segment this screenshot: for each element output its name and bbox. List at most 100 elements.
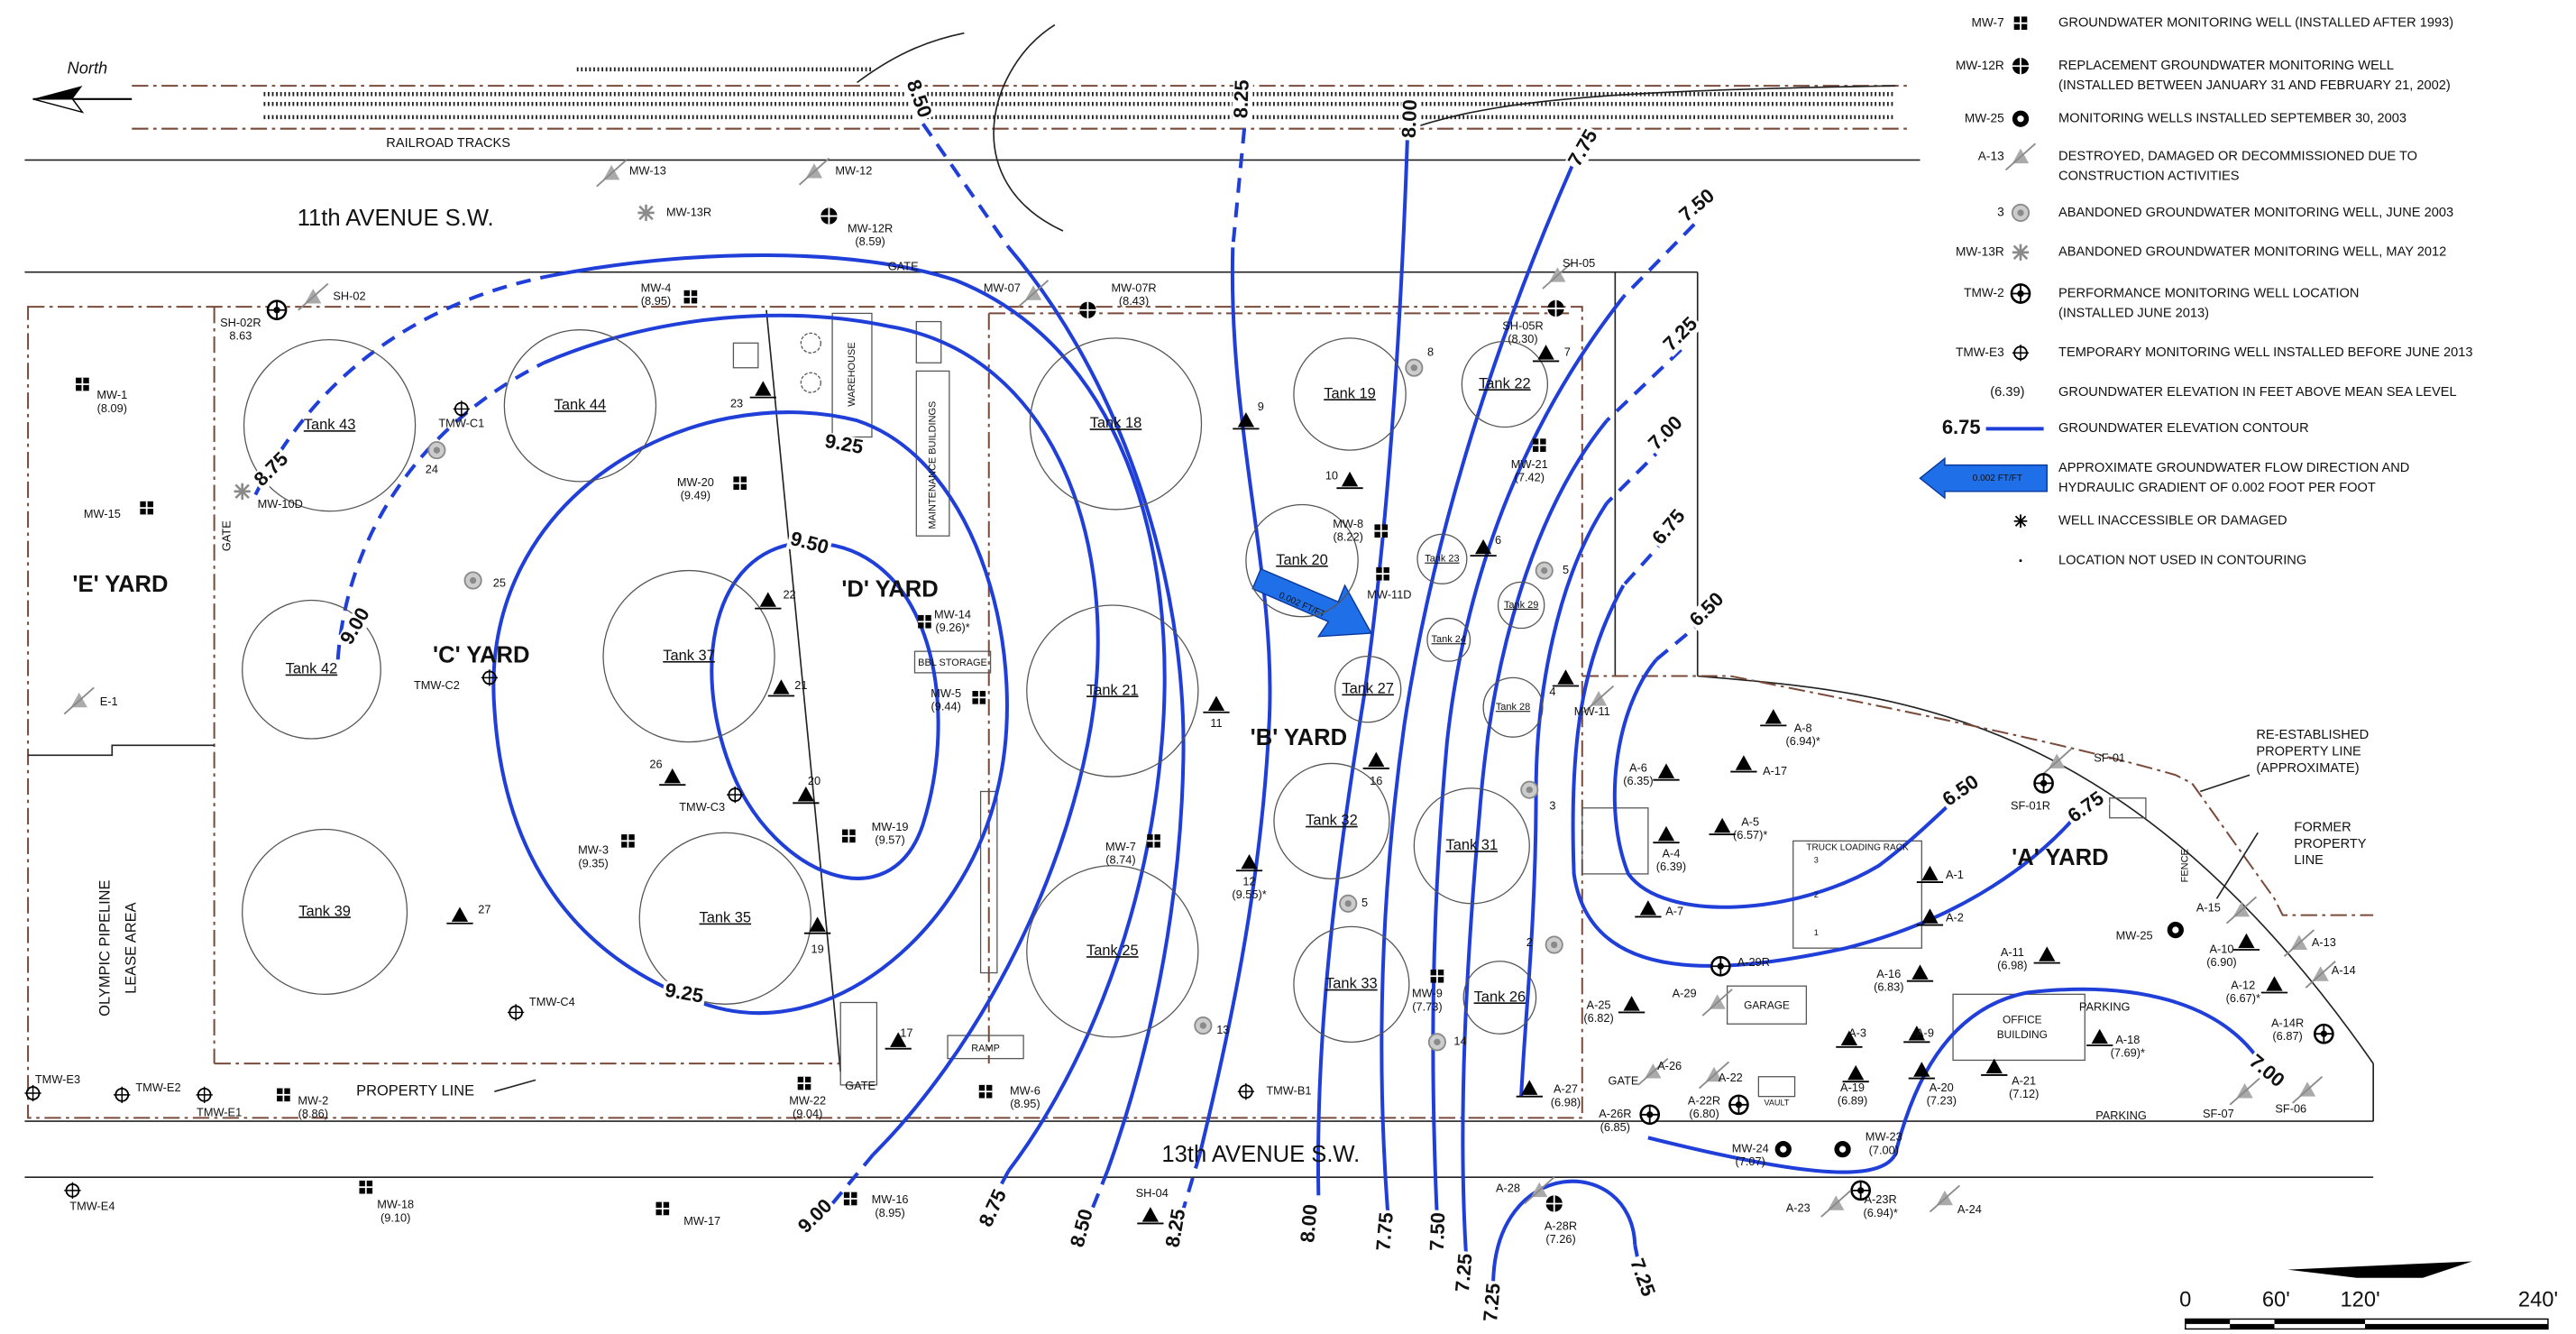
- well: MW-12R(8.59): [820, 207, 893, 248]
- well: A-27(6.98): [1516, 1080, 1581, 1109]
- contour-label-bg: [1625, 1254, 1659, 1302]
- well: MW-11D: [1367, 566, 1412, 601]
- well-label: MW-11: [1574, 704, 1610, 718]
- well-marker: [596, 159, 628, 188]
- site-label: 1: [1814, 928, 1819, 937]
- well-marker: [2225, 896, 2257, 925]
- well-elevation: (6.57)*: [1733, 828, 1767, 842]
- well-label: 16: [1370, 774, 1382, 787]
- well: MW-3(9.35): [578, 834, 635, 869]
- contour-label: 7.50: [1426, 1212, 1449, 1252]
- well-label: 5: [1563, 563, 1569, 576]
- well-label: A-2: [1946, 911, 1964, 925]
- well-elevation: (6.83): [1874, 980, 1903, 993]
- well-elevation: (6.39): [1656, 860, 1686, 873]
- well-label: A-26R: [1599, 1107, 1631, 1120]
- well: A-24: [1929, 1184, 1982, 1216]
- well-marker: [24, 1084, 41, 1102]
- well-marker: [1637, 1057, 1669, 1086]
- well-elevation: (8.30): [1508, 332, 1537, 345]
- well: MW-19(9.57): [842, 820, 909, 847]
- well: MW-5(9.44): [930, 686, 986, 713]
- well: TMW-B1: [1237, 1083, 1312, 1100]
- legend-item: (6.39) GROUNDWATER ELEVATION IN FEET ABOV…: [1990, 385, 2456, 400]
- well-marker: [2040, 779, 2048, 787]
- well-marker: [809, 916, 826, 932]
- well-label: 19: [811, 942, 824, 955]
- well-elevation: (6.94)*: [1863, 1206, 1897, 1219]
- well: A-2: [1916, 908, 1964, 926]
- well-label: 2: [1526, 935, 1533, 949]
- well-label: MW-4: [641, 281, 672, 294]
- well: 13: [1194, 1017, 1229, 1036]
- contour-label-bg: [1163, 1205, 1191, 1252]
- well: A-14: [2305, 961, 2356, 989]
- roads: [24, 23, 2374, 1179]
- contour-label: 8.00: [1296, 1203, 1322, 1244]
- legend-key: MW-25: [1965, 111, 2004, 124]
- well: 11: [1203, 695, 1230, 730]
- well: 4: [1549, 669, 1580, 698]
- well-label: TMW-C3: [679, 800, 725, 814]
- legend-item: 0.002 FT/FT APPROXIMATE GROUNDWATER FLOW …: [1919, 456, 2409, 500]
- well-marker: [1765, 709, 1782, 724]
- legend-item: MW-7 GROUNDWATER MONITORING WELL (INSTALL…: [1971, 15, 2453, 30]
- well-elevation: (6.98): [1997, 959, 2027, 972]
- well-marker: [2004, 143, 2037, 171]
- well-label: A-12: [2231, 979, 2255, 992]
- well-label: A-8: [1794, 721, 1812, 734]
- well-marker: [1780, 1145, 1787, 1153]
- well-label: TMW-E2: [135, 1081, 180, 1094]
- tank: [1462, 961, 1537, 1035]
- well-marker: [664, 768, 681, 784]
- well-marker: [234, 483, 251, 500]
- well-elevation: (7.73): [1412, 999, 1442, 1013]
- contour-label-bg: [1658, 312, 1704, 357]
- tank: [243, 339, 417, 512]
- well-label: MW-12: [835, 164, 872, 178]
- well: SF-06: [2275, 1076, 2324, 1116]
- site-label: GATE: [888, 260, 919, 273]
- well-marker: [2305, 961, 2336, 989]
- well-label: A-22: [1719, 1071, 1743, 1084]
- tank-label: Tank 24: [1432, 634, 1466, 645]
- site-label: 13th AVENUE S.W.: [1161, 1142, 1360, 1167]
- well-marker: [1526, 787, 1533, 794]
- well-label: A-28: [1496, 1181, 1520, 1194]
- tank-label: Tank 19: [1324, 385, 1376, 401]
- well-label: MW-3: [578, 843, 609, 857]
- well: SH-02: [298, 282, 366, 311]
- well-label: SH-04: [1136, 1186, 1169, 1200]
- well: 12(9.55)*: [1232, 853, 1267, 901]
- tank-label: Tank 43: [304, 417, 356, 433]
- contour-label: 9.25: [664, 979, 705, 1007]
- well: MW-16(8.95): [843, 1191, 909, 1219]
- scale-label: 240': [2518, 1288, 2558, 1312]
- well: MW-22(9.04): [789, 1076, 826, 1120]
- tank: [1245, 503, 1359, 618]
- well-label: 22: [783, 587, 795, 601]
- well: A-20(7.23): [1908, 1062, 1957, 1108]
- well: MW-6(8.95): [978, 1084, 1040, 1110]
- well-label: TMW-B1: [1266, 1084, 1311, 1098]
- well-marker: [2091, 1028, 2108, 1044]
- site-label: PROPERTY LINE: [2256, 744, 2361, 759]
- well-marker: [1551, 941, 1558, 949]
- well-label: MW-19: [872, 820, 909, 833]
- well-marker: [1344, 900, 1352, 907]
- legend-text: WELL INACCESSIBLE OR DAMAGED: [2058, 514, 2287, 529]
- well-marker: [1541, 566, 1548, 575]
- well-elevation: (9.35): [578, 856, 608, 869]
- well-marker: [1698, 1061, 1730, 1090]
- well-label: 11: [1210, 716, 1222, 730]
- well-marker: [114, 1086, 131, 1103]
- well-marker: [1913, 1062, 1930, 1077]
- well: A-28: [1496, 1176, 1555, 1205]
- well-marker: [843, 1191, 857, 1206]
- well-elevation: 8.63: [229, 328, 252, 342]
- well-elevation: (8.22): [1334, 529, 1363, 543]
- well-marker: [2320, 1030, 2327, 1037]
- well-label: A-9: [1916, 1026, 1934, 1040]
- tank: [1026, 604, 1199, 777]
- legend-key: 6.75: [1942, 416, 1981, 438]
